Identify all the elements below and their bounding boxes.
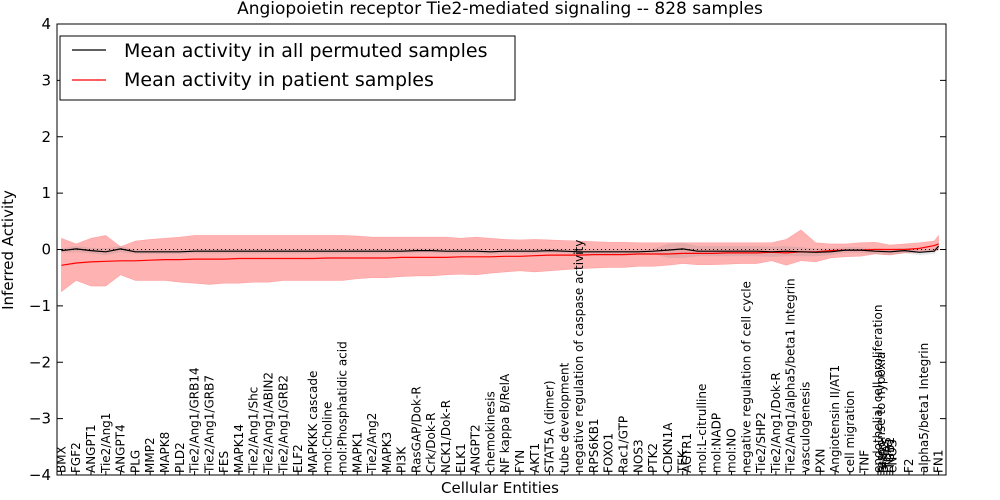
x-tick-label: Tie2/SHP2	[754, 412, 768, 474]
x-tick-label: Tie2/Ang1/GRB2	[276, 375, 290, 474]
x-tick-label: F2	[902, 458, 916, 473]
legend-label-permuted: Mean activity in all permuted samples	[124, 40, 487, 62]
series-lines	[61, 243, 940, 266]
x-tick-label: Tie2/Ang1/ABIN2	[262, 372, 276, 474]
x-tick-label: RasGAP/Dok-R	[409, 386, 423, 473]
x-tick-label: PTK2	[646, 443, 660, 473]
x-tick-label: vasculogenesis	[799, 382, 813, 473]
x-tick-label: Tie2/Ang1/GRB14	[188, 367, 202, 474]
x-tick-label: AKT1	[528, 443, 542, 473]
x-tick-label: FGF2	[69, 442, 83, 473]
x-tick-label: ANGPT4	[114, 424, 128, 473]
x-tick-label: CDKN1A	[661, 422, 675, 473]
y-axis-label: Inferred Activity	[0, 190, 17, 310]
x-tick-labels: BMX FGF2 ANGPT1 Tie2/Ang1 ANGPT4 PLG MMP2 MAPK8…	[54, 240, 946, 475]
x-tick-label: SHP2	[877, 441, 891, 473]
x-axis-label: Cellular Entities	[441, 479, 559, 497]
x-tick-label: Angiotensin II/AT1	[828, 365, 842, 473]
x-tick-label: ELK1	[454, 443, 468, 473]
confidence-bands	[61, 229, 939, 293]
x-tick-label: FES	[217, 451, 231, 473]
x-tick-label: cell migration	[843, 391, 857, 473]
x-tick-label: Tie2/Ang1/GRB7	[202, 375, 216, 474]
x-tick-label: Tie2/Ang1	[99, 413, 113, 474]
y-tick-label: 4	[41, 15, 51, 33]
y-tick-label: 1	[41, 184, 51, 202]
x-tick-label: mol:L-citrulline	[695, 384, 709, 473]
x-tick-label: PI3K	[395, 446, 409, 473]
band-permuted	[61, 242, 939, 258]
y-tick-label: 0	[41, 241, 51, 259]
x-tick-label: Crk/Dok-R	[424, 412, 438, 473]
y-tick-label: −3	[29, 410, 51, 428]
x-tick-label: negative regulation of caspase activity	[572, 240, 586, 473]
x-tick-label: PXN	[813, 449, 827, 473]
chart-title: Angiopoietin receptor Tie2-mediated sign…	[237, 0, 763, 19]
y-tick-label: −2	[29, 353, 51, 371]
x-tick-label: ITGB1	[883, 437, 897, 473]
x-tick-label: endothelial cell proliferation	[871, 305, 885, 473]
y-tick-label: −1	[29, 297, 51, 315]
x-tick-label: mol:NADP	[710, 413, 724, 473]
x-tick-label: ITGA5	[880, 437, 894, 473]
y-tick-label: −4	[29, 466, 51, 484]
x-tick-label: TNF	[858, 450, 872, 474]
x-tick-label: MMP2	[143, 437, 157, 473]
x-tick-label: Rac1/GTP	[617, 416, 631, 473]
x-tick-label: mol:Phosphatidic acid	[336, 341, 350, 473]
x-tick-label: alpha5/beta1 Integrin	[917, 343, 931, 473]
x-tick-label: negative regulation of cell cycle	[739, 281, 753, 473]
x-tick-label: mol:Choline	[321, 402, 335, 473]
y-ticks: −4 −3 −2 −1 0 1 2 3 4	[29, 15, 946, 484]
x-tick-label: Tie2/Ang2	[365, 413, 379, 474]
series-line-permuted	[61, 245, 940, 253]
x-tick-label: NF kappa B/RelA	[498, 373, 512, 473]
x-tick-label: ANGPT2	[469, 424, 483, 473]
x-tick-label: AGTR1	[680, 433, 694, 473]
x-tick-label: chemokinesis	[483, 391, 497, 473]
y-tick-label: 3	[41, 71, 51, 89]
band-patient	[61, 229, 939, 293]
x-tick-label: Tie2/Ang1/alpha5/beta1 Integrin	[784, 278, 798, 474]
x-tick-label: MAPKKK cascade	[306, 371, 320, 473]
x-tick-label: FOXO1	[602, 433, 616, 473]
x-tick-label: MAPK8	[158, 432, 172, 473]
legend: Mean activity in all permuted samples Me…	[59, 35, 516, 101]
x-tick-label: mol:NO	[725, 428, 739, 473]
x-tick-label: eNOS	[886, 440, 900, 473]
legend-box	[59, 35, 516, 101]
x-tick-label: NCK1/Dok-R	[439, 400, 453, 473]
x-tick-label: response to hypoxia	[874, 352, 888, 473]
x-tick-label: RPS6KB1	[587, 418, 601, 473]
x-tick-label: ELF2	[291, 444, 305, 473]
x-tick-label: STAT5A (dimer)	[543, 380, 557, 473]
legend-label-patient: Mean activity in patient samples	[124, 69, 434, 91]
x-tick-label: Tie2/Ang1/Shc	[247, 387, 261, 474]
x-tick-label: MAPK3	[380, 432, 394, 473]
x-tick-label: BMX	[54, 446, 68, 473]
x-tick-label: ANGPT1	[84, 424, 98, 473]
x-tick-label: PLG	[128, 450, 142, 473]
x-tick-label: PLD2	[173, 442, 187, 473]
x-tick-label: FYN	[513, 450, 527, 473]
y-tick-label: 2	[41, 128, 51, 146]
x-tick-label: Tie2/Ang1/Dok-R	[769, 372, 783, 474]
x-tick-label: NOS3	[631, 439, 645, 473]
x-tick-label: MAPK1	[350, 432, 364, 473]
x-tick-label: tube development	[557, 362, 571, 473]
x-tick-label: TEK	[676, 449, 690, 474]
x-tick-label: FN1	[932, 449, 946, 473]
x-tick-label: MAPK14	[232, 424, 246, 473]
